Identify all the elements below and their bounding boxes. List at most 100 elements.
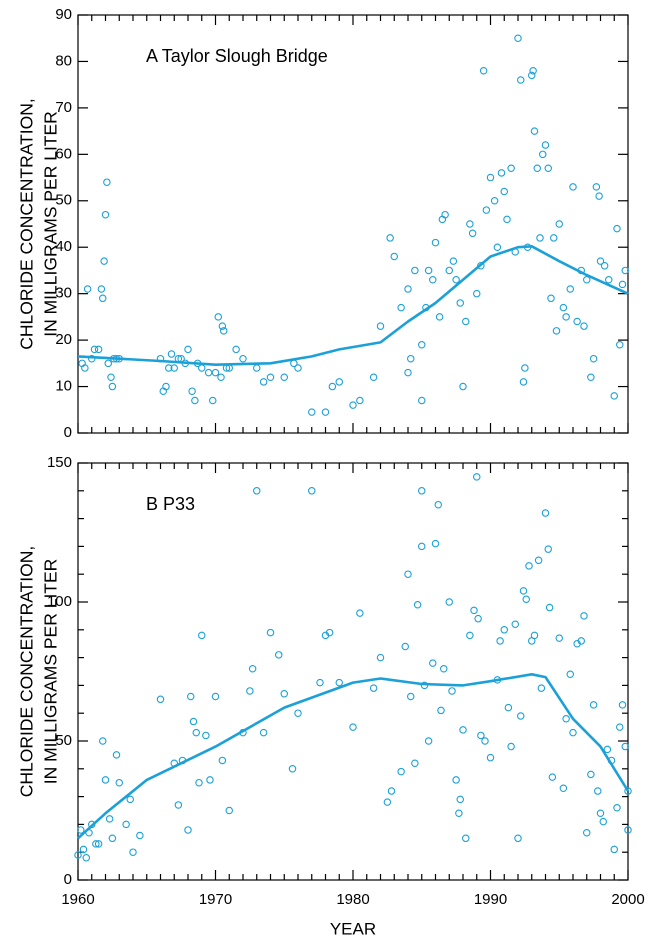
data-point bbox=[74, 851, 82, 859]
data-point bbox=[624, 787, 632, 795]
data-point bbox=[589, 354, 598, 363]
data-point bbox=[387, 787, 396, 795]
data-point bbox=[534, 556, 543, 565]
y-tick-label: 10 bbox=[55, 378, 72, 395]
data-point bbox=[618, 280, 627, 289]
data-point bbox=[615, 341, 624, 349]
data-point bbox=[522, 595, 530, 603]
data-point bbox=[507, 742, 515, 751]
y-tick-label: 100 bbox=[47, 593, 72, 610]
data-point bbox=[452, 275, 460, 284]
data-point bbox=[604, 275, 613, 284]
y-tick-label: 40 bbox=[55, 238, 72, 255]
data-point bbox=[452, 776, 460, 784]
data-point bbox=[246, 687, 254, 695]
data-point bbox=[115, 778, 124, 787]
data-point bbox=[397, 303, 405, 312]
panel-title: B P33 bbox=[146, 494, 195, 514]
data-point bbox=[493, 243, 502, 251]
data-point bbox=[470, 606, 478, 615]
data-point bbox=[81, 364, 89, 372]
data-point bbox=[428, 275, 437, 284]
data-point bbox=[280, 373, 288, 382]
data-point bbox=[566, 670, 574, 679]
data-point bbox=[610, 845, 618, 854]
data-point bbox=[211, 692, 220, 701]
data-point bbox=[239, 354, 247, 363]
data-point bbox=[544, 164, 552, 173]
data-point bbox=[459, 726, 467, 734]
data-point bbox=[435, 313, 444, 321]
data-point bbox=[126, 795, 135, 804]
data-point bbox=[411, 266, 419, 275]
data-point bbox=[595, 192, 603, 200]
x-axis-label: YEAR bbox=[330, 919, 376, 938]
data-point bbox=[516, 712, 525, 720]
data-point bbox=[162, 382, 170, 391]
data-point bbox=[555, 220, 563, 228]
data-point bbox=[79, 845, 88, 854]
data-point bbox=[481, 737, 489, 745]
data-point bbox=[548, 773, 557, 781]
x-tick-label: 1990 bbox=[474, 891, 507, 908]
data-point bbox=[191, 396, 199, 405]
data-point bbox=[538, 150, 547, 159]
data-point bbox=[562, 715, 570, 723]
data-point bbox=[413, 601, 422, 609]
y-axis-label: IN MILLIGRAMS PER LITER bbox=[41, 559, 61, 785]
data-point bbox=[621, 266, 629, 275]
x-tick-label: 1970 bbox=[199, 891, 232, 908]
data-point bbox=[397, 767, 405, 776]
data-point bbox=[404, 570, 412, 578]
data-point bbox=[189, 717, 198, 726]
data-point bbox=[424, 737, 433, 745]
data-point bbox=[108, 834, 117, 843]
data-point bbox=[466, 631, 474, 640]
data-point bbox=[486, 173, 495, 182]
data-point bbox=[92, 840, 100, 848]
data-point bbox=[603, 745, 612, 754]
data-point bbox=[335, 678, 343, 687]
data-point bbox=[383, 798, 392, 806]
data-point bbox=[449, 257, 458, 265]
plot-frame bbox=[77, 14, 629, 434]
data-point bbox=[424, 266, 433, 275]
data-point bbox=[294, 709, 302, 717]
data-point bbox=[545, 603, 554, 612]
data-point bbox=[369, 684, 378, 692]
y-tick-label: 0 bbox=[64, 424, 72, 441]
data-point bbox=[547, 294, 555, 303]
data-point bbox=[459, 382, 467, 391]
data-point bbox=[248, 664, 257, 673]
data-point bbox=[569, 183, 577, 191]
data-point bbox=[211, 368, 220, 377]
trend-line bbox=[77, 672, 630, 840]
data-point bbox=[232, 345, 240, 354]
data-point bbox=[519, 378, 528, 386]
data-point bbox=[77, 826, 85, 834]
data-point bbox=[335, 378, 343, 386]
y-tick-label: 70 bbox=[55, 99, 72, 116]
x-tick-label: 1960 bbox=[61, 891, 94, 908]
data-point bbox=[549, 234, 558, 242]
data-point bbox=[580, 322, 588, 330]
data-point bbox=[621, 742, 629, 751]
data-point bbox=[316, 678, 324, 687]
data-point bbox=[187, 692, 195, 701]
data-point bbox=[376, 653, 385, 662]
data-point bbox=[587, 373, 595, 382]
data-point bbox=[437, 706, 445, 715]
data-point bbox=[369, 373, 378, 382]
data-point bbox=[559, 303, 568, 312]
data-point bbox=[170, 364, 179, 372]
data-point bbox=[500, 626, 508, 634]
data-point bbox=[577, 637, 585, 645]
data-point bbox=[198, 364, 206, 372]
data-point bbox=[431, 539, 440, 548]
data-point bbox=[441, 210, 449, 219]
data-point bbox=[593, 787, 602, 795]
data-point bbox=[600, 262, 609, 270]
data-point bbox=[188, 387, 196, 395]
data-point bbox=[90, 345, 99, 354]
data-point bbox=[618, 701, 627, 709]
